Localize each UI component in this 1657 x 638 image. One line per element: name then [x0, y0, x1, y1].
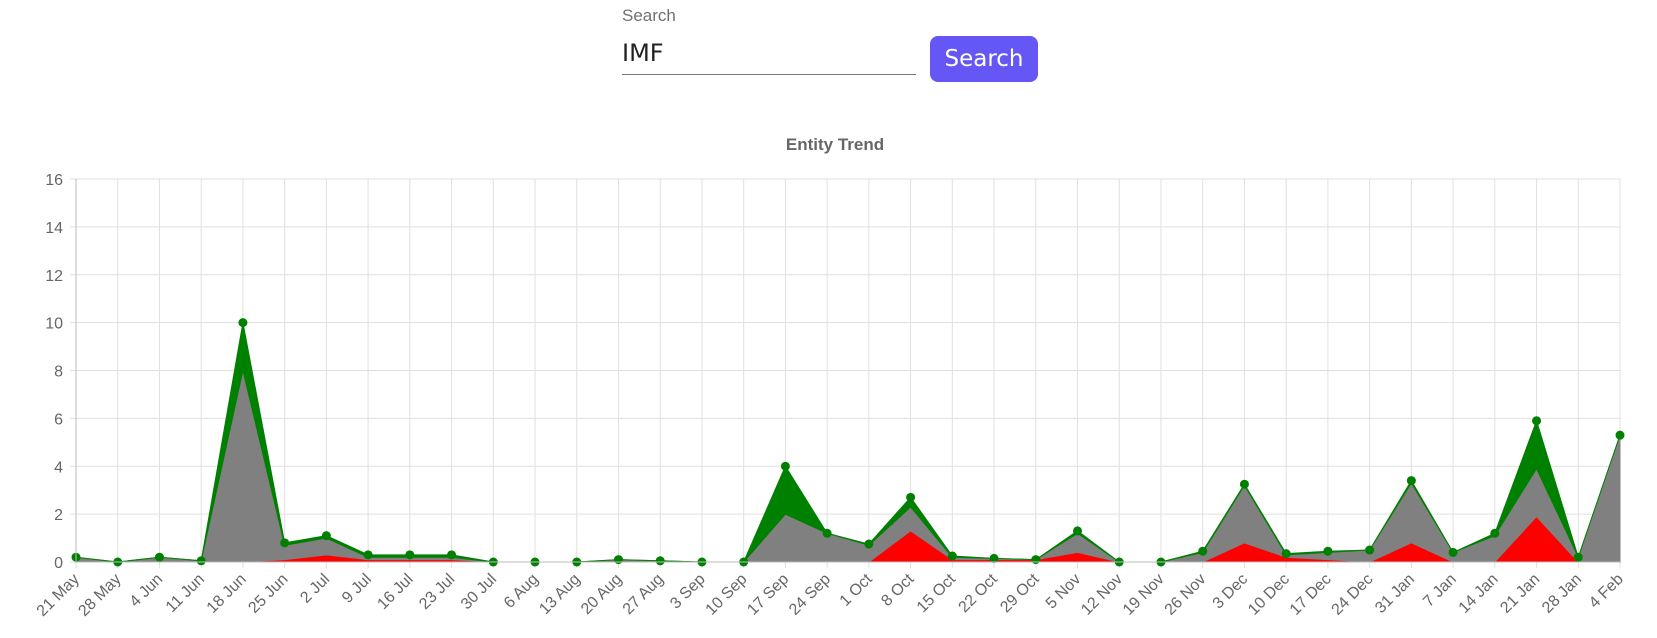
data-point[interactable] [1490, 528, 1500, 538]
data-point[interactable] [655, 556, 665, 566]
x-tick-label: 26 Nov [1162, 571, 1210, 619]
x-tick-label: 4 Jun [127, 571, 167, 611]
x-tick-label: 21 Jan [1497, 571, 1543, 617]
data-point[interactable] [1365, 545, 1375, 555]
data-point[interactable] [321, 531, 331, 541]
data-point[interactable] [1281, 549, 1291, 559]
data-point[interactable] [780, 461, 790, 471]
y-tick-label: 8 [54, 364, 63, 381]
data-point[interactable] [1323, 546, 1333, 556]
x-tick-label: 28 Jan [1539, 571, 1585, 617]
x-tick-label: 21 May [34, 571, 83, 620]
chart-title: Entity Trend [786, 135, 884, 154]
y-tick-label: 6 [54, 411, 63, 428]
x-tick-label: 14 Jan [1456, 571, 1502, 617]
x-tick-label: 20 Aug [578, 571, 625, 618]
x-tick-label: 24 Dec [1329, 571, 1377, 619]
x-tick-label: 9 Jul [339, 571, 375, 607]
y-tick-label: 2 [54, 507, 63, 524]
y-tick-label: 10 [45, 316, 63, 333]
data-point[interactable] [280, 538, 290, 548]
y-axis: 0 2 4 6 8 10 12 14 16 [45, 172, 77, 572]
search-form: Search Search [622, 0, 1042, 90]
x-tick-label: 16 Jul [374, 571, 416, 613]
data-point[interactable] [947, 551, 957, 561]
data-point[interactable] [1406, 476, 1416, 486]
chart-grid [70, 178, 1621, 568]
x-tick-label: 22 Oct [956, 570, 1002, 616]
x-tick-label: 8 Oct [878, 570, 917, 609]
x-tick-label: 19 Nov [1120, 571, 1168, 619]
y-tick-label: 16 [45, 172, 63, 189]
x-tick-label: 27 Aug [620, 571, 667, 618]
x-tick-label: 25 Jun [245, 571, 291, 617]
data-point[interactable] [822, 528, 832, 538]
data-point[interactable] [363, 550, 373, 560]
x-tick-label: 1 Oct [837, 570, 876, 609]
x-tick-label: 2 Jul [297, 571, 333, 607]
search-label: Search [622, 6, 676, 25]
data-point[interactable] [1573, 552, 1583, 562]
data-point[interactable] [1239, 479, 1249, 489]
y-tick-label: 12 [45, 268, 63, 285]
x-tick-label: 23 Jul [416, 571, 458, 613]
x-tick-label: 28 May [75, 571, 124, 620]
x-tick-label: 10 Sep [703, 571, 751, 619]
data-point[interactable] [238, 318, 248, 328]
x-tick-label: 18 Jun [204, 571, 250, 617]
x-tick-label: 11 Jun [163, 571, 208, 616]
data-point[interactable] [196, 556, 206, 566]
x-tick-label: 7 Jan [1420, 571, 1460, 611]
y-tick-label: 0 [54, 555, 63, 572]
search-button[interactable]: Search [930, 36, 1038, 82]
x-tick-label: 12 Nov [1078, 571, 1126, 619]
x-tick-label: 15 Oct [914, 570, 960, 616]
y-tick-label: 14 [45, 220, 63, 237]
x-tick-label: 17 Dec [1287, 571, 1335, 619]
data-point[interactable] [989, 553, 999, 563]
x-tick-label: 24 Sep [786, 571, 834, 619]
data-point[interactable] [864, 539, 874, 549]
x-tick-label: 4 Feb [1586, 571, 1627, 612]
x-tick-label: 30 Jul [458, 571, 500, 613]
x-tick-label: 13 Aug [536, 571, 583, 618]
data-point[interactable] [447, 550, 457, 560]
x-tick-label: 17 Sep [744, 571, 792, 619]
search-input[interactable] [622, 32, 916, 75]
data-point[interactable] [1532, 416, 1542, 426]
x-tick-label: 29 Oct [997, 570, 1043, 616]
data-point[interactable] [1615, 430, 1625, 440]
data-point[interactable] [1073, 526, 1083, 536]
data-point[interactable] [1448, 547, 1458, 557]
chart-areas [75, 322, 1621, 563]
data-point[interactable] [1031, 555, 1041, 565]
y-tick-label: 4 [54, 459, 63, 476]
data-point[interactable] [613, 555, 623, 565]
data-point[interactable] [906, 492, 916, 502]
x-tick-label: 31 Jan [1372, 571, 1418, 617]
x-tick-label: 10 Dec [1245, 571, 1293, 619]
data-point[interactable] [405, 550, 415, 560]
data-point[interactable] [1198, 546, 1208, 556]
data-point[interactable] [154, 552, 164, 562]
